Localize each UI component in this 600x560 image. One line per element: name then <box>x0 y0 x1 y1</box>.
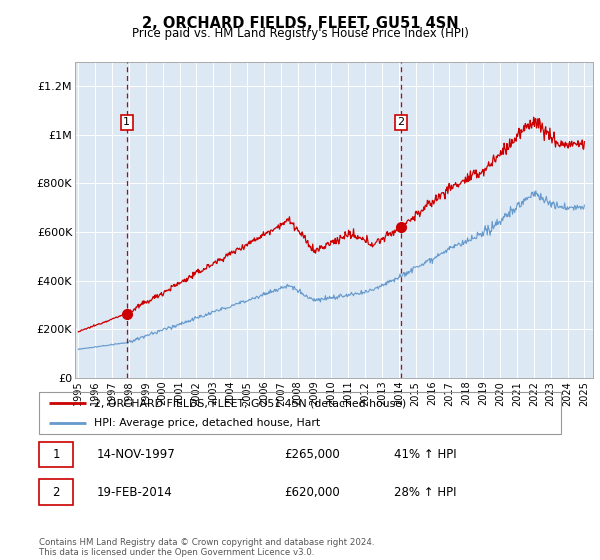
FancyBboxPatch shape <box>39 479 73 505</box>
Text: 2, ORCHARD FIELDS, FLEET, GU51 4SN: 2, ORCHARD FIELDS, FLEET, GU51 4SN <box>142 16 458 31</box>
Text: £620,000: £620,000 <box>284 486 340 498</box>
Text: 28% ↑ HPI: 28% ↑ HPI <box>394 486 457 498</box>
Text: £265,000: £265,000 <box>284 448 340 461</box>
Text: 2: 2 <box>52 486 60 498</box>
Text: 14-NOV-1997: 14-NOV-1997 <box>97 448 175 461</box>
Text: Contains HM Land Registry data © Crown copyright and database right 2024.
This d: Contains HM Land Registry data © Crown c… <box>39 538 374 557</box>
Text: HPI: Average price, detached house, Hart: HPI: Average price, detached house, Hart <box>94 418 320 428</box>
FancyBboxPatch shape <box>39 442 73 467</box>
Text: 19-FEB-2014: 19-FEB-2014 <box>97 486 172 498</box>
Text: 41% ↑ HPI: 41% ↑ HPI <box>394 448 457 461</box>
Text: 2: 2 <box>397 118 404 128</box>
Text: Price paid vs. HM Land Registry's House Price Index (HPI): Price paid vs. HM Land Registry's House … <box>131 27 469 40</box>
Text: 2, ORCHARD FIELDS, FLEET, GU51 4SN (detached house): 2, ORCHARD FIELDS, FLEET, GU51 4SN (deta… <box>94 398 406 408</box>
Text: 1: 1 <box>123 118 130 128</box>
Text: 1: 1 <box>52 448 60 461</box>
